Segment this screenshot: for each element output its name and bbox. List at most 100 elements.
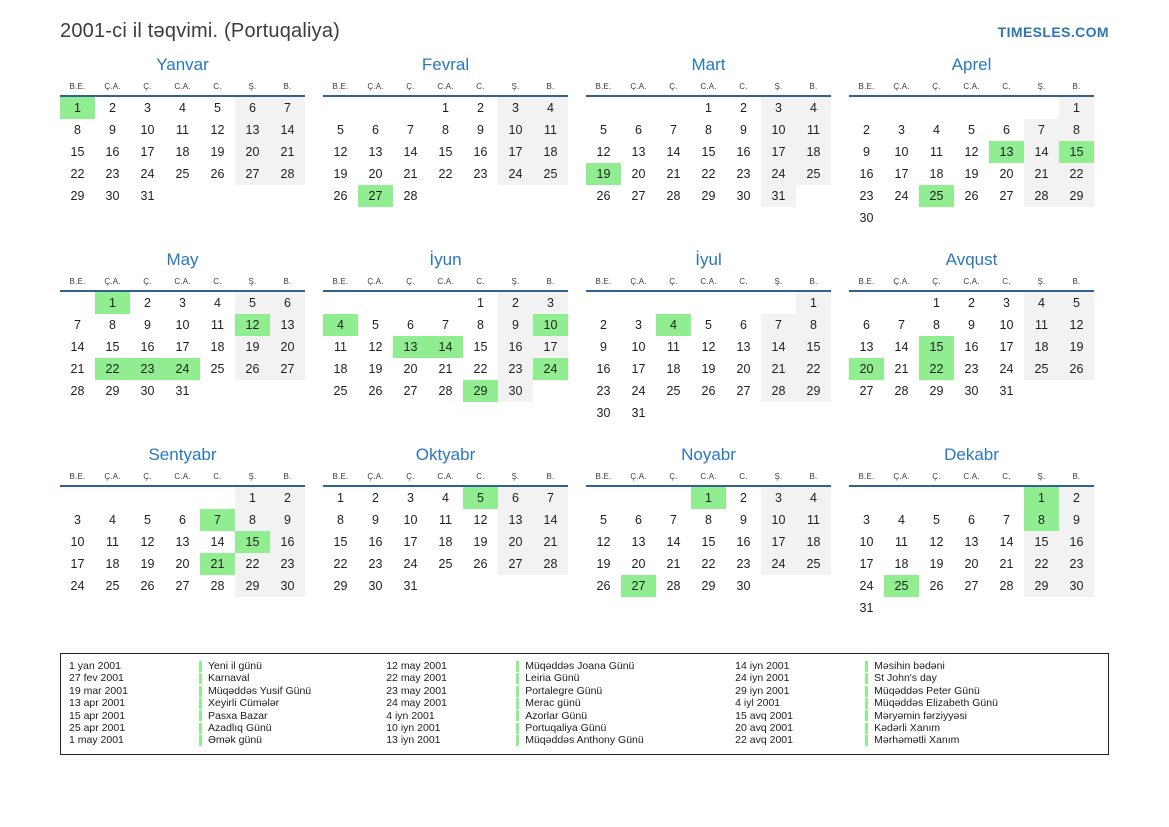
weekday-label: B.E. bbox=[69, 277, 86, 286]
weekend-date-cell: 3 bbox=[533, 292, 568, 314]
weekend-date-cell: 2 bbox=[498, 292, 533, 314]
weekend-date-cell: 25 bbox=[533, 163, 568, 185]
date-cell: 27 bbox=[403, 384, 418, 398]
date-cell: 18 bbox=[894, 557, 909, 571]
weekend-date-cell: 18 bbox=[796, 531, 831, 553]
weekend-date-cell: 25 bbox=[796, 163, 831, 185]
weekend-date-cell: 1 bbox=[1059, 97, 1094, 119]
date-cell: 25 bbox=[175, 167, 190, 181]
weekend-date-cell: 9 bbox=[270, 509, 305, 531]
weekday-label: Ş. bbox=[1037, 82, 1046, 91]
weekday-label: C. bbox=[213, 472, 222, 481]
empty-cell bbox=[200, 380, 235, 402]
date-cell: 25 bbox=[438, 557, 453, 571]
holiday-marker-icon bbox=[199, 685, 202, 697]
date-cell: 14 bbox=[894, 340, 909, 354]
weekend-date-cell: 27 bbox=[270, 358, 305, 380]
empty-cell bbox=[621, 97, 656, 119]
date-cell: 25 bbox=[105, 579, 120, 593]
weekday-label: C. bbox=[739, 82, 748, 91]
weekend-date-cell: 14 bbox=[1024, 141, 1059, 163]
legend-column-1: 1 yan 2001 Yeni il günü 27 fev 2001 Karnava… bbox=[69, 660, 386, 747]
weekday-header-row: B.E. Ç.A. Ç. C.A. C. Ş. B. bbox=[60, 472, 305, 487]
weekend-date-cell: 27 bbox=[235, 163, 270, 185]
date-cell: 29 bbox=[701, 579, 716, 593]
weekend-date-cell: 31 bbox=[761, 185, 796, 207]
date-cell: 10 bbox=[403, 513, 418, 527]
date-cell: 6 bbox=[863, 318, 870, 332]
date-cell: 14 bbox=[999, 535, 1014, 549]
date-cell: 18 bbox=[929, 167, 944, 181]
date-cell: 17 bbox=[859, 557, 874, 571]
legend-holiday-entry: St John's day bbox=[865, 672, 1100, 684]
legend-holiday-entry: Karnaval bbox=[199, 672, 386, 684]
date-cell: 31 bbox=[999, 384, 1014, 398]
date-cell: 3 bbox=[144, 101, 151, 115]
date-cell: 7 bbox=[898, 318, 905, 332]
legend-holiday-date: 13 iyn 2001 bbox=[386, 734, 441, 747]
weekday-label: Ş. bbox=[774, 277, 783, 286]
empty-cell bbox=[1024, 207, 1059, 229]
date-cell: 31 bbox=[403, 579, 418, 593]
date-cell: 11 bbox=[667, 340, 680, 354]
date-cell: 20 bbox=[999, 167, 1014, 181]
weekday-label: Ç.A. bbox=[893, 277, 910, 286]
weekday-label: Ş. bbox=[511, 82, 520, 91]
date-cell: 19 bbox=[333, 167, 348, 181]
legend-holiday-name: Azadlıq Günü bbox=[208, 722, 272, 735]
weekday-label: C. bbox=[213, 82, 222, 91]
weekend-date-cell: 8 bbox=[796, 314, 831, 336]
month-3: Mart B.E. Ç.A. Ç. C.A. C. Ş. B. 1 2 3 4 5 6 7 8 9 10 11 12 1… bbox=[586, 55, 831, 207]
date-cell: 5 bbox=[705, 318, 712, 332]
date-cell: 5 bbox=[968, 123, 975, 137]
empty-cell bbox=[849, 292, 884, 314]
date-cell: 4 bbox=[109, 513, 116, 527]
legend-holiday-entry: Yeni il günü bbox=[199, 660, 386, 672]
weekend-date-cell: 7 bbox=[270, 97, 305, 119]
legend-holiday-entry: Əmək günü bbox=[199, 734, 386, 746]
date-cell: 12 bbox=[964, 145, 979, 159]
date-cell: 15 bbox=[438, 145, 453, 159]
empty-cell bbox=[533, 185, 568, 207]
weekend-date-cell: 22 bbox=[1059, 163, 1094, 185]
legend-holiday-date: 12 may 2001 bbox=[386, 660, 447, 672]
empty-cell bbox=[919, 97, 954, 119]
date-cell: 2 bbox=[600, 318, 607, 332]
weekend-date-cell: 12 bbox=[1059, 314, 1094, 336]
weekday-header-row: B.E. Ç.A. Ç. C.A. C. Ş. B. bbox=[60, 82, 305, 97]
holiday-date-cell: 12 bbox=[235, 314, 270, 336]
site-link[interactable]: TIMESLES.COM bbox=[997, 24, 1109, 40]
holiday-date-cell: 25 bbox=[919, 185, 954, 207]
legend-holiday-name: Müqəddəs Elizabeth Günü bbox=[874, 697, 998, 710]
legend-holiday-entry: Müqəddəs Joana Günü bbox=[516, 660, 735, 672]
date-cell: 15 bbox=[701, 535, 716, 549]
date-cell: 23 bbox=[736, 557, 751, 571]
weekend-date-cell: 19 bbox=[235, 336, 270, 358]
weekend-date-cell: 29 bbox=[1024, 575, 1059, 597]
weekend-date-cell: 17 bbox=[761, 141, 796, 163]
date-cell: 13 bbox=[859, 340, 874, 354]
weekend-date-cell: 11 bbox=[796, 509, 831, 531]
date-cell: 12 bbox=[140, 535, 155, 549]
weekday-header-row: B.E. Ç.A. Ç. C.A. C. Ş. B. bbox=[849, 82, 1094, 97]
date-cell: 12 bbox=[596, 145, 611, 159]
weekend-date-cell: 18 bbox=[796, 141, 831, 163]
weekend-date-cell: 14 bbox=[761, 336, 796, 358]
weekday-label: C. bbox=[476, 472, 485, 481]
date-cell: 7 bbox=[407, 123, 414, 137]
weekday-label: B.E. bbox=[332, 472, 349, 481]
legend-holiday-name: Merac günü bbox=[525, 697, 581, 710]
empty-cell bbox=[954, 487, 989, 509]
weekday-label: Ç. bbox=[406, 472, 415, 481]
month-title: Aprel bbox=[951, 55, 992, 74]
weekend-date-cell: 3 bbox=[761, 97, 796, 119]
date-cell: 8 bbox=[933, 318, 940, 332]
weekday-label: C.A. bbox=[963, 277, 980, 286]
legend-holiday-name: Məsihin bədəni bbox=[874, 660, 945, 672]
date-cell: 30 bbox=[964, 384, 979, 398]
holiday-marker-icon bbox=[516, 697, 520, 709]
empty-cell bbox=[726, 292, 761, 314]
weekend-date-cell: 1 bbox=[235, 487, 270, 509]
weekday-header-row: B.E. Ç.A. Ç. C.A. C. Ş. B. bbox=[586, 472, 831, 487]
date-cell: 10 bbox=[894, 145, 909, 159]
